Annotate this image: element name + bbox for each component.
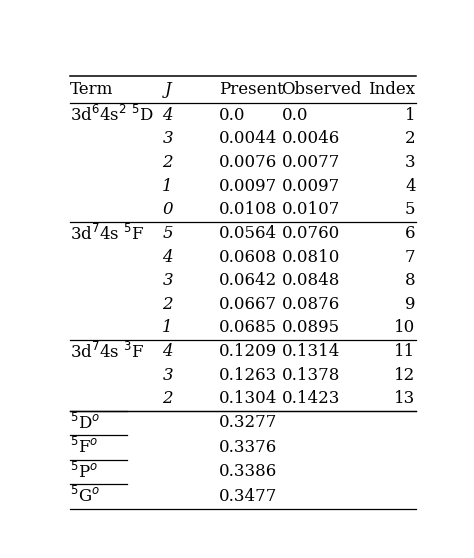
- Text: 1: 1: [405, 107, 416, 124]
- Text: 0.3277: 0.3277: [219, 415, 277, 431]
- Text: 4: 4: [405, 177, 416, 195]
- Text: 0.0076: 0.0076: [219, 154, 277, 171]
- Text: 3d$^6$4s$^2$ $^5$D: 3d$^6$4s$^2$ $^5$D: [70, 105, 155, 126]
- Text: 3: 3: [162, 131, 173, 147]
- Text: 3d$^7$4s $^5$F: 3d$^7$4s $^5$F: [70, 223, 145, 243]
- Text: Index: Index: [368, 81, 416, 98]
- Text: 0.0108: 0.0108: [219, 201, 277, 218]
- Text: Observed: Observed: [282, 81, 362, 98]
- Text: 0.0077: 0.0077: [282, 154, 340, 171]
- Text: 0.0107: 0.0107: [282, 201, 340, 218]
- Text: 0.3477: 0.3477: [219, 488, 277, 505]
- Text: 13: 13: [394, 391, 416, 407]
- Text: 0.0642: 0.0642: [219, 272, 277, 289]
- Text: 0.0097: 0.0097: [219, 177, 277, 195]
- Text: 9: 9: [405, 296, 416, 313]
- Text: 0.1263: 0.1263: [219, 367, 277, 384]
- Text: 4: 4: [162, 248, 173, 266]
- Text: 5: 5: [405, 201, 416, 218]
- Text: 0.0: 0.0: [282, 107, 308, 124]
- Text: $^5$G$^o$: $^5$G$^o$: [70, 487, 100, 507]
- Text: 3: 3: [405, 154, 416, 171]
- Text: 6: 6: [405, 225, 416, 242]
- Text: 10: 10: [394, 320, 416, 336]
- Text: 2: 2: [162, 296, 173, 313]
- Text: 0.0564: 0.0564: [219, 225, 277, 242]
- Text: 0: 0: [162, 201, 173, 218]
- Text: 2: 2: [162, 391, 173, 407]
- Text: 3: 3: [162, 367, 173, 384]
- Text: 0.0810: 0.0810: [282, 248, 340, 266]
- Text: 1: 1: [162, 320, 173, 336]
- Text: 0.0895: 0.0895: [282, 320, 340, 336]
- Text: 7: 7: [405, 248, 416, 266]
- Text: 4: 4: [162, 107, 173, 124]
- Text: 0.0876: 0.0876: [282, 296, 340, 313]
- Text: 0.1423: 0.1423: [282, 391, 340, 407]
- Text: 3: 3: [162, 272, 173, 289]
- Text: 0.0: 0.0: [219, 107, 246, 124]
- Text: 2: 2: [405, 131, 416, 147]
- Text: 0.0046: 0.0046: [282, 131, 340, 147]
- Text: J: J: [164, 81, 171, 98]
- Text: 2: 2: [162, 154, 173, 171]
- Text: 0.0685: 0.0685: [219, 320, 277, 336]
- Text: 0.0044: 0.0044: [219, 131, 277, 147]
- Text: 1: 1: [162, 177, 173, 195]
- Text: 0.0097: 0.0097: [282, 177, 340, 195]
- Text: Term: Term: [70, 81, 114, 98]
- Text: 5: 5: [162, 225, 173, 242]
- Text: 0.0848: 0.0848: [282, 272, 340, 289]
- Text: 4: 4: [162, 343, 173, 360]
- Text: 0.0667: 0.0667: [219, 296, 277, 313]
- Text: 0.0760: 0.0760: [282, 225, 340, 242]
- Text: 0.1314: 0.1314: [282, 343, 340, 360]
- Text: Present: Present: [219, 81, 284, 98]
- Text: 3d$^7$4s $^3$F: 3d$^7$4s $^3$F: [70, 341, 145, 362]
- Text: $^5$F$^o$: $^5$F$^o$: [70, 437, 99, 458]
- Text: 11: 11: [394, 343, 416, 360]
- Text: $^5$D$^o$: $^5$D$^o$: [70, 413, 100, 433]
- Text: 12: 12: [394, 367, 416, 384]
- Text: 0.1209: 0.1209: [219, 343, 277, 360]
- Text: 8: 8: [405, 272, 416, 289]
- Text: 0.1378: 0.1378: [282, 367, 340, 384]
- Text: $^5$P$^o$: $^5$P$^o$: [70, 462, 98, 482]
- Text: 0.3386: 0.3386: [219, 463, 277, 480]
- Text: 0.1304: 0.1304: [219, 391, 277, 407]
- Text: 0.3376: 0.3376: [219, 439, 277, 456]
- Text: 0.0608: 0.0608: [219, 248, 277, 266]
